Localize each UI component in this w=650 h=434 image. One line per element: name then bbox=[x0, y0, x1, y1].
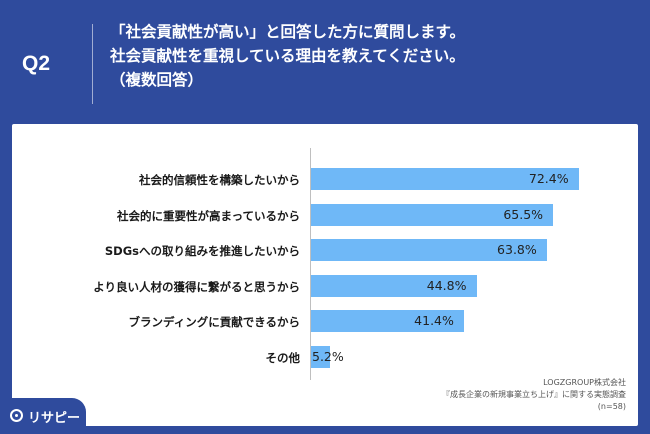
category-label: より良い人材の獲得に繋がると思うから bbox=[93, 279, 300, 294]
category-label: 社会的信頼性を構築したいから bbox=[139, 173, 300, 187]
value-label: 44.8% bbox=[426, 277, 467, 293]
source-note: LOGZGROUP株式会社 『成長企業の新規事業立ち上げ』に関する実態調査 (n… bbox=[442, 377, 626, 413]
bar bbox=[311, 310, 465, 332]
question-line-1: 「社会貢献性が高い」と回答した方に質問します。 bbox=[110, 23, 465, 41]
brand-logo-text: リサピー bbox=[28, 411, 81, 426]
header-divider bbox=[92, 24, 93, 104]
source-survey: 『成長企業の新規事業立ち上げ』に関する実態調査 bbox=[442, 390, 626, 399]
question-line-3: （複数回答） bbox=[110, 71, 204, 89]
category-label: ブランディングに貢献できるから bbox=[128, 315, 300, 329]
bar bbox=[311, 168, 579, 190]
chart-panel: 社会的信頼性を構築したいから 72.4% 社会的に重要性が高まっているから 65.5%… bbox=[12, 124, 638, 426]
value-label: 65.5% bbox=[503, 206, 544, 222]
value-label: 41.4% bbox=[414, 313, 454, 328]
bar bbox=[311, 239, 548, 261]
value-label: 5.2% bbox=[312, 348, 344, 364]
question-number: Q2 bbox=[22, 52, 51, 75]
category-axis-line bbox=[310, 148, 311, 380]
category-label: SDGsへの取り組みを推進したいから bbox=[104, 244, 300, 258]
lisapie-logo-icon bbox=[10, 409, 23, 422]
value-label: 63.8% bbox=[497, 242, 537, 257]
brand-logo: リサピー bbox=[0, 398, 86, 434]
bar bbox=[311, 203, 554, 226]
bar bbox=[311, 274, 477, 297]
question-line-2: 社会貢献性を重視している理由を教えてください。 bbox=[110, 47, 465, 65]
category-label: その他 bbox=[265, 350, 301, 365]
question-text: 「社会貢献性が高い」と回答した方に質問します。 社会貢献性を重視している理由を教… bbox=[110, 20, 465, 92]
question-header: Q2 「社会貢献性が高い」と回答した方に質問します。 社会貢献性を重視している理… bbox=[0, 0, 650, 124]
bar bbox=[311, 345, 331, 368]
source-sample-size: (n=58) bbox=[597, 402, 626, 411]
value-label: 72.4% bbox=[528, 171, 569, 186]
category-label: 社会的に重要性が高まっているから bbox=[117, 208, 300, 223]
source-company: LOGZGROUP株式会社 bbox=[543, 378, 626, 387]
